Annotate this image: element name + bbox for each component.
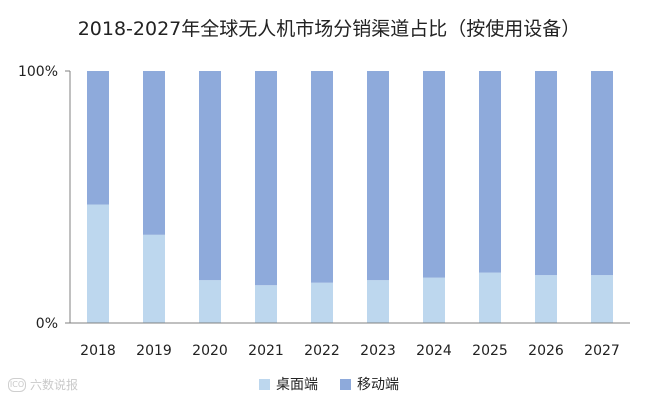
legend-item-desktop: 桌面端 <box>259 374 318 394</box>
x-tick-label-2020: 2020 <box>192 343 228 359</box>
bar-mobile-2024 <box>423 71 445 278</box>
bar-mobile-2020 <box>199 71 221 281</box>
x-ticks-group: 2018 2019 2020 2021 2022 2023 2024 2025 2026 2027 <box>80 343 620 359</box>
x-tick-label-2019: 2019 <box>136 343 172 359</box>
bar-desktop-2019 <box>143 234 165 323</box>
bar-desktop-2021 <box>255 285 277 323</box>
bar-mobile-2025 <box>479 71 501 273</box>
y-ticks-group: 0% 100% <box>18 64 70 332</box>
bar-mobile-2023 <box>367 71 389 281</box>
bar-mobile-2022 <box>311 71 333 283</box>
x-tick-label-2022: 2022 <box>304 343 340 359</box>
bar-mobile-2018 <box>87 71 109 205</box>
legend-swatch-desktop <box>259 378 270 390</box>
legend-item-mobile: 移动端 <box>340 374 399 394</box>
x-tick-label-2018: 2018 <box>80 343 116 359</box>
legend-label-mobile: 移动端 <box>357 377 399 393</box>
x-tick-label-2025: 2025 <box>472 343 508 359</box>
bar-desktop-2024 <box>423 277 445 323</box>
x-tick-label-2023: 2023 <box>360 343 396 359</box>
bar-desktop-2022 <box>311 282 333 323</box>
bar-desktop-2023 <box>367 280 389 323</box>
bar-desktop-2026 <box>535 275 557 323</box>
bar-mobile-2026 <box>535 71 557 276</box>
x-tick-label-2024: 2024 <box>416 343 452 359</box>
bar-mobile-2027 <box>591 71 613 276</box>
y-tick-label-1: 100% <box>18 64 58 80</box>
y-tick-label-0: 0% <box>36 316 58 332</box>
x-tick-label-2027: 2027 <box>584 343 620 359</box>
legend-label-desktop: 桌面端 <box>276 377 318 393</box>
watermark: ICO 六数说报 <box>8 376 78 393</box>
chart-title: 2018-2027年全球无人机市场分销渠道占比（按使用设备） <box>77 18 581 40</box>
bar-desktop-2018 <box>87 204 109 323</box>
bar-mobile-2019 <box>143 71 165 235</box>
legend-swatch-mobile <box>340 378 351 390</box>
bar-desktop-2025 <box>479 272 501 323</box>
bar-desktop-2027 <box>591 275 613 323</box>
watermark-logo-icon: ICO <box>8 377 26 392</box>
bars-group <box>87 71 613 323</box>
x-tick-label-2021: 2021 <box>248 343 284 359</box>
x-tick-label-2026: 2026 <box>528 343 564 359</box>
watermark-text: 六数说报 <box>30 378 79 392</box>
bar-mobile-2021 <box>255 71 277 286</box>
legend: 桌面端 移动端 <box>0 374 658 394</box>
bar-desktop-2020 <box>199 280 221 323</box>
